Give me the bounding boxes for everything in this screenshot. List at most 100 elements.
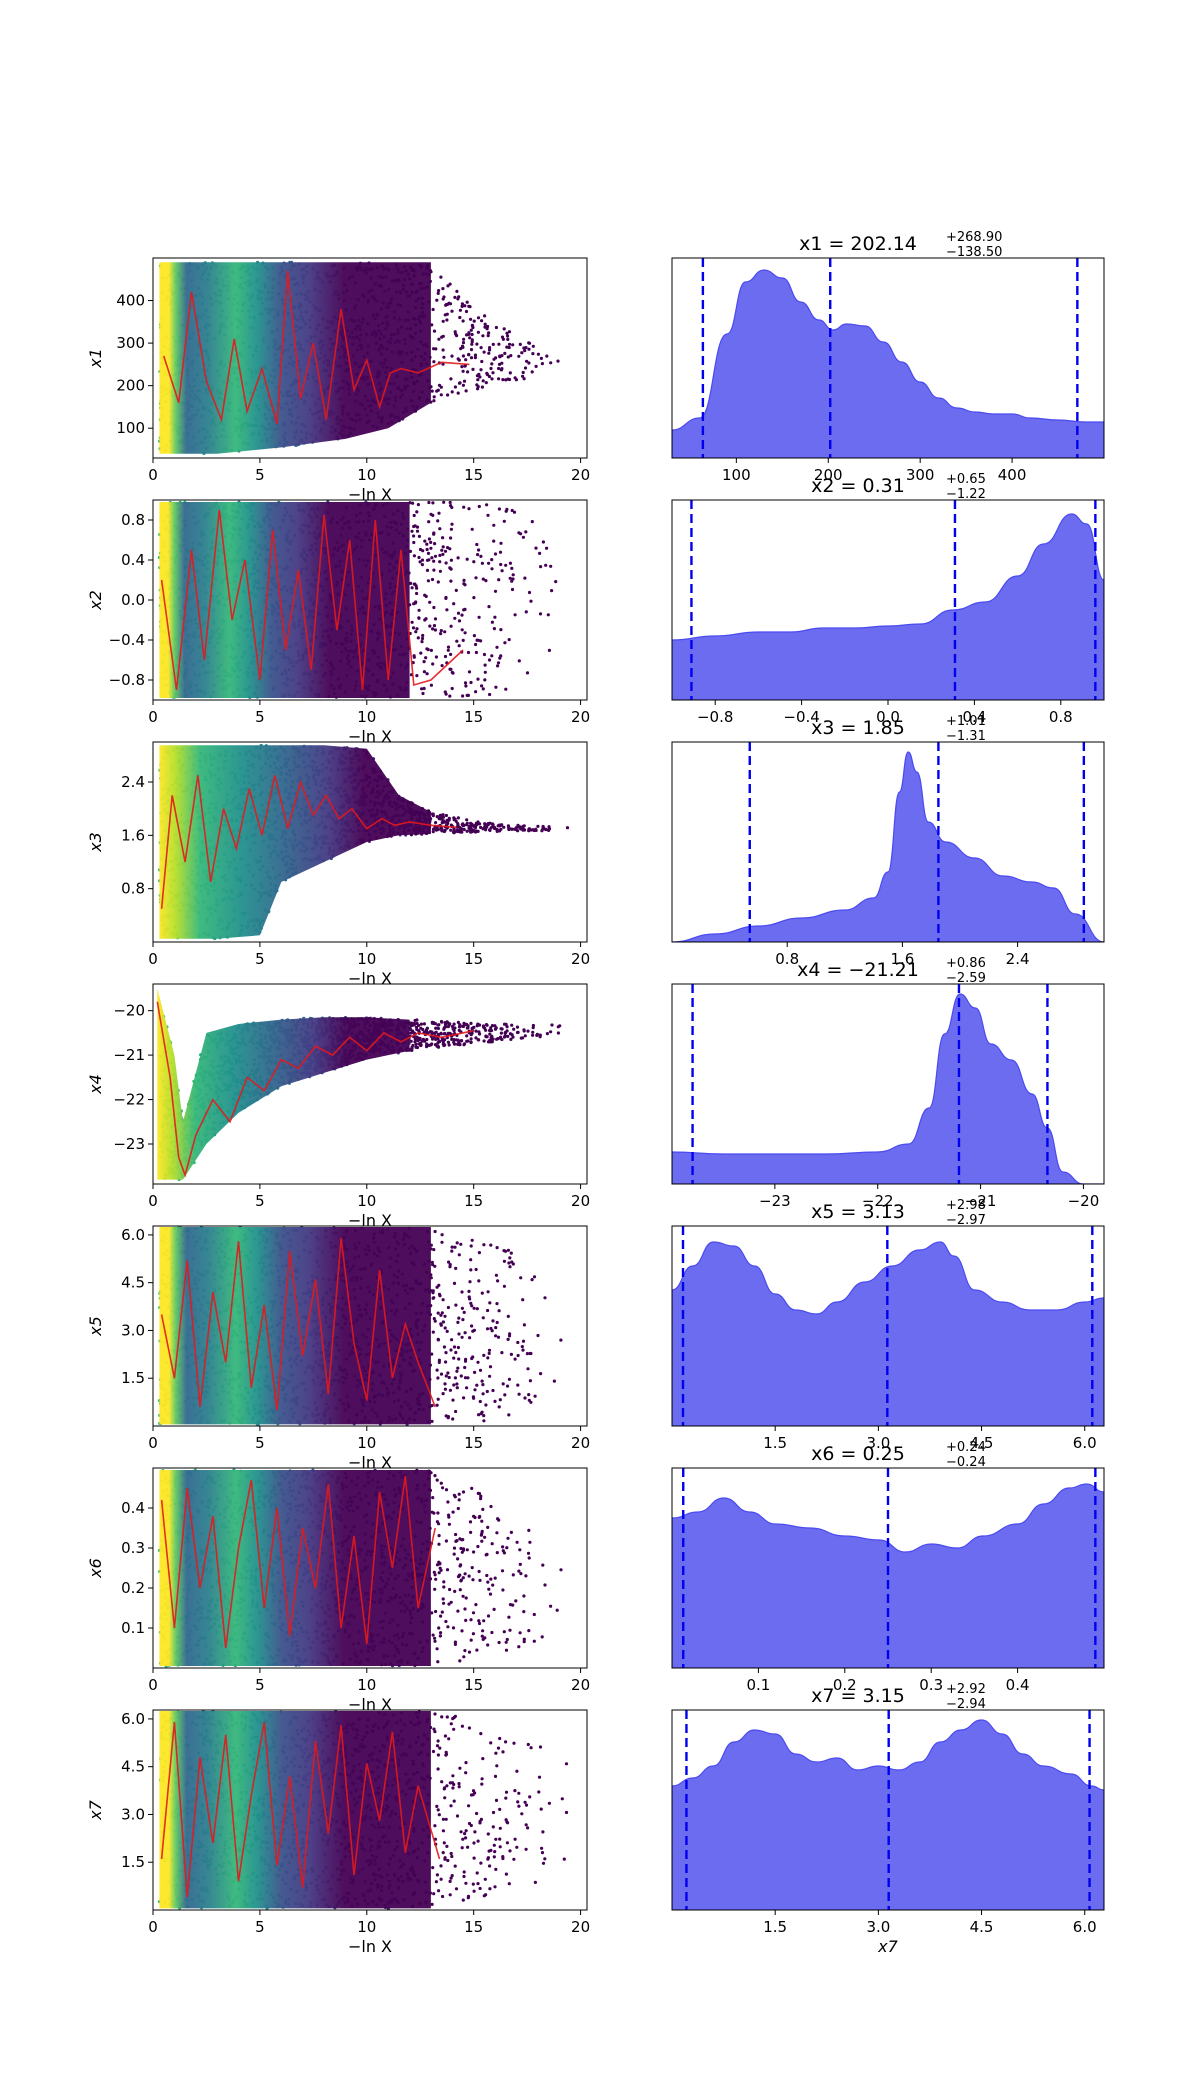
scatter-point <box>530 520 534 524</box>
scatter-point <box>474 576 478 580</box>
posterior-title: x3 = 1.85 <box>811 717 905 739</box>
scatter-point <box>437 337 441 341</box>
scatter-point <box>490 620 494 624</box>
scatter-point <box>461 824 465 828</box>
scatter-point <box>436 519 440 523</box>
scatter-point <box>488 828 492 832</box>
scatter-point <box>490 558 494 562</box>
scatter-point <box>506 337 510 341</box>
scatter-point <box>465 693 469 698</box>
scatter-point <box>538 612 543 616</box>
scatter-point <box>516 1030 520 1034</box>
scatter-point <box>420 687 424 691</box>
x-axis-label: −ln X <box>348 485 392 504</box>
density-gradient-region <box>159 745 431 939</box>
scatter-point <box>474 823 478 827</box>
scatter-point <box>467 670 472 674</box>
scatter-point <box>457 619 462 623</box>
scatter-point <box>473 356 477 360</box>
x-tick-label: 0 <box>148 950 158 968</box>
y-tick-label: 0.0 <box>121 591 145 609</box>
y-tick-label: 300 <box>116 334 145 352</box>
trace-plot-area <box>157 500 558 700</box>
scatter-point <box>448 694 452 698</box>
scatter-point <box>446 284 450 288</box>
x-tick-label: 0.8 <box>775 950 799 968</box>
scatter-point <box>447 301 451 305</box>
scatter-point <box>460 628 464 632</box>
scatter-point <box>488 692 492 697</box>
x-tick-label: 400 <box>998 466 1027 484</box>
scatter-point <box>466 650 471 655</box>
scatter-point <box>541 827 545 831</box>
scatter-point <box>472 319 476 323</box>
scatter-point <box>439 393 443 397</box>
scatter-point <box>499 541 503 545</box>
scatter-point <box>527 341 531 345</box>
scatter-point <box>431 812 435 816</box>
scatter-point <box>474 650 478 655</box>
x-tick-label: −0.4 <box>783 708 819 726</box>
scatter-point <box>446 819 450 823</box>
trace-plot-area <box>158 743 570 941</box>
scatter-point <box>449 377 453 381</box>
scatter-point <box>461 383 465 387</box>
scatter-point <box>525 671 530 675</box>
scatter-point <box>483 670 487 674</box>
scatter-point <box>481 379 485 383</box>
scatter-point <box>490 654 494 658</box>
scatter-point <box>497 342 501 346</box>
scatter-point <box>506 355 510 359</box>
scatter-point <box>523 349 527 353</box>
scatter-point <box>480 684 484 688</box>
scatter-point <box>410 1024 414 1028</box>
scatter-point <box>431 307 435 312</box>
scatter-point <box>510 587 515 592</box>
scatter-point <box>479 554 483 559</box>
scatter-point <box>474 642 478 647</box>
scatter-point <box>512 510 517 514</box>
x-tick-label: 20 <box>571 708 590 726</box>
scatter-point <box>449 828 453 832</box>
scatter-point <box>420 640 424 644</box>
scatter-point <box>502 519 506 523</box>
scatter-point <box>492 539 496 543</box>
x-tick-label: 10 <box>357 708 376 726</box>
scatter-point <box>434 821 438 825</box>
posterior-density-area <box>672 269 1104 458</box>
scatter-point <box>456 1020 460 1024</box>
scatter-point <box>429 546 433 550</box>
scatter-point <box>412 513 416 518</box>
scatter-point <box>428 600 432 604</box>
scatter-point <box>440 548 444 552</box>
posterior-density-area <box>672 751 1104 942</box>
scatter-point <box>487 658 492 662</box>
scatter-point <box>480 561 484 565</box>
scatter-point <box>461 319 465 323</box>
scatter-point <box>421 549 425 553</box>
scatter-point <box>436 580 440 584</box>
scatter-point <box>429 683 433 687</box>
scatter-point <box>511 1035 515 1039</box>
x-tick-label: 0.0 <box>876 708 900 726</box>
scatter-point <box>507 345 511 350</box>
scatter-point <box>477 1038 481 1042</box>
scatter-point <box>477 615 481 619</box>
y-axis-label: x3 <box>86 832 105 853</box>
scatter-point <box>424 656 428 660</box>
scatter-point <box>468 824 472 828</box>
scatter-point <box>485 327 489 331</box>
scatter-point <box>409 581 413 586</box>
scatter-point <box>474 1029 478 1033</box>
scatter-point <box>505 345 509 349</box>
scatter-point <box>444 813 448 818</box>
scatter-point <box>446 393 450 397</box>
scatter-point <box>442 355 446 359</box>
scatter-point <box>427 537 431 541</box>
scatter-point <box>420 558 425 562</box>
scatter-point <box>417 555 421 560</box>
scatter-point <box>452 818 456 822</box>
posterior-title-lower: −138.50 <box>946 245 1002 260</box>
y-axis-label: x2 <box>86 590 105 611</box>
